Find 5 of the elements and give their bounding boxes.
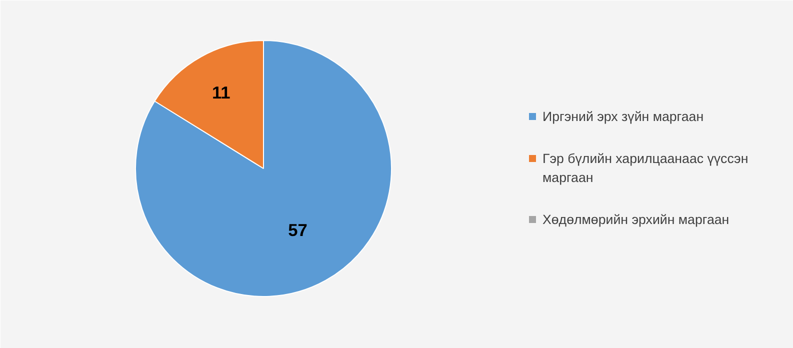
data-label: 11: [212, 82, 231, 102]
legend-label: Иргэний эрх зүйн маргаан: [542, 109, 704, 124]
legend-label: Хөдөлмөрийн эрхийн маргаан: [542, 212, 730, 227]
data-label: 57: [288, 220, 308, 240]
legend-label: Гэр бүлийн харилцаанаас үүссэн маргаан: [542, 151, 748, 185]
